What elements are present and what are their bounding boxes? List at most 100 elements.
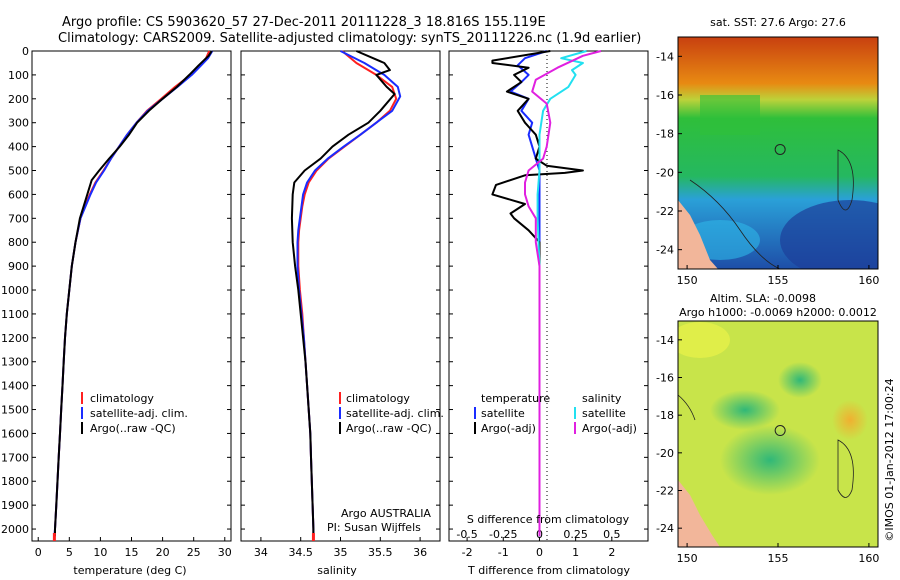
depth-tick-label: 900 (8, 260, 29, 273)
p2-x-tick-label: 35.5 (368, 546, 393, 559)
depth-tick-label: 1400 (1, 380, 29, 393)
depth-tick-label: 500 (8, 165, 29, 178)
difference-legend-temp-argo: Argo(-adj) (481, 422, 536, 435)
depth-tick-label: 1900 (1, 499, 29, 512)
pi-annotation: PI: Susan Wijffels (327, 521, 421, 534)
sst-contour-loop (837, 149, 854, 211)
depth-tick-label: 400 (8, 141, 29, 154)
float-program-annotation: Argo AUSTRALIA (341, 507, 431, 520)
salinity-legend-satellite: satellite-adj. clim. (346, 407, 444, 420)
map-y-tick-label: -22 (656, 205, 674, 218)
sla-heatmap (678, 321, 878, 547)
depth-tick-label: 1300 (1, 356, 29, 369)
difference-legend-temperature-title: temperature (481, 392, 550, 405)
depth-axis: 0 100 200 300 400 500 600 700 800 900 1000 1100 1200… (1, 45, 231, 536)
p3-x-tick-label: 0 (536, 546, 543, 559)
map-y-tick-label: -24 (656, 244, 674, 257)
map-y-tick-label: -20 (656, 166, 674, 179)
depth-tick-label: 1500 (1, 404, 29, 417)
salinity-x-axis: 34 34.5 35 35.5 36 (254, 537, 427, 559)
difference-profiles (491, 50, 602, 537)
p3-line-salinity-argo (524, 50, 602, 537)
map-y-tick-label: -14 (656, 50, 674, 63)
depth-tick-label: 200 (8, 93, 29, 106)
depth-tick-label: 1000 (1, 284, 29, 297)
map-x-tick-label: 150 (677, 274, 698, 287)
temperature-legend: climatology satellite-adj. clim. Argo(..… (81, 392, 188, 435)
salinity-legend: climatology satellite-adj. clim. Argo(..… (339, 392, 444, 435)
difference-legend-salinity-title: salinity (582, 392, 622, 405)
depth-tick-label: 800 (8, 236, 29, 249)
map-x-tick-label: 160 (858, 552, 879, 565)
p1-x-tick-label: 15 (125, 546, 139, 559)
p3-line-salinity-satellite (536, 50, 587, 537)
p3-x-tick-label: 2 (608, 546, 615, 559)
salinity-difference-tick-label: 0.25 (563, 528, 588, 541)
p2-x-tick-label: 36 (413, 546, 427, 559)
salinity-difference-xlabel: S difference from climatology (467, 513, 630, 526)
sla-map-panel: Altim. SLA: -0.0098 Argo h1000: -0.0069 … (656, 292, 879, 565)
salinity-panel: 34 34.5 35 35.5 36 salinity climatology sate… (240, 50, 444, 577)
salinity-difference-tick-label: -0.25 (489, 528, 517, 541)
map-y-tick-label: -16 (656, 89, 674, 102)
map-x-tick-label: 155 (768, 552, 789, 565)
salinity-legend-climatology: climatology (346, 392, 410, 405)
p2-line-argo (290, 50, 396, 537)
sst-cold-pool (780, 200, 878, 269)
temperature-axes-frame (31, 50, 232, 542)
depth-tick-label: 100 (8, 69, 29, 82)
p2-line-satellite (296, 50, 402, 537)
temperature-legend-satellite: satellite-adj. clim. (90, 407, 188, 420)
depth-tick-label: 1600 (1, 427, 29, 440)
map-y-tick-label: -24 (656, 522, 674, 535)
difference-x-axis: -2 -1 0 1 2 (462, 537, 615, 559)
salinity-depth-ticks (241, 50, 440, 530)
p1-x-tick-label: 25 (187, 546, 201, 559)
sst-map-panel: sat. SST: 27.6 Argo: 27.6 150 155 160 -14 -1… (656, 16, 879, 287)
p1-x-tick-label: 5 (66, 546, 73, 559)
temperature-xlabel: temperature (deg C) (73, 564, 186, 577)
p3-x-tick-label: -2 (462, 546, 473, 559)
sla-yellow-patch (678, 322, 730, 358)
map-y-tick-label: -16 (656, 372, 674, 385)
p1-line-argo (54, 50, 213, 537)
depth-tick-label: 1700 (1, 451, 29, 464)
imos-credit: ©IMOS 01-Jan-2012 17:00:24 (883, 378, 896, 541)
temperature-legend-climatology: climatology (90, 392, 154, 405)
p1-x-tick-label: 10 (93, 546, 107, 559)
depth-tick-label: 700 (8, 212, 29, 225)
sla-high (832, 400, 868, 440)
sla-low-1 (778, 362, 822, 398)
map-y-tick-label: -22 (656, 485, 674, 498)
depth-tick-label: 0 (22, 45, 29, 58)
difference-legend-sal-satellite: satellite (582, 407, 626, 420)
map-y-tick-label: -18 (656, 128, 674, 141)
difference-panel: -2 -1 0 1 2 -0.5 -0.25 0 0.25 0.5 T difference f… (448, 50, 649, 577)
depth-tick-label: 300 (8, 117, 29, 130)
temperature-difference-xlabel: T difference from climatology (467, 564, 630, 577)
sla-map-title: Altim. SLA: -0.0098 (710, 292, 816, 305)
p3-x-tick-label: -1 (498, 546, 509, 559)
salinity-difference-ticks: -0.5 -0.25 0 0.25 0.5 (456, 528, 620, 541)
salinity-profiles (290, 50, 402, 541)
map-x-tick-label: 160 (858, 274, 879, 287)
difference-legend-sal-argo: Argo(-adj) (582, 422, 637, 435)
depth-tick-label: 1800 (1, 475, 29, 488)
map-y-tick-label: -14 (656, 334, 674, 347)
difference-legend: temperature satellite Argo(-adj) salinit… (474, 392, 637, 435)
p1-x-tick-label: 20 (156, 546, 170, 559)
sla-contour-loop (837, 439, 854, 498)
p3-line-temperature-argo (491, 50, 584, 537)
sla-low-3 (720, 425, 820, 495)
depth-tick-label: 600 (8, 188, 29, 201)
sst-contour-line (689, 179, 781, 269)
sst-land (678, 200, 718, 269)
map-y-tick-label: -20 (656, 447, 674, 460)
p1-line-climatology (53, 50, 211, 542)
header-line1: Argo profile: CS 5903620_57 27-Dec-2011 … (62, 15, 546, 30)
p3-x-tick-label: 1 (572, 546, 579, 559)
p2-x-tick-label: 34.5 (288, 546, 313, 559)
depth-tick-label: 1200 (1, 332, 29, 345)
salinity-difference-tick-label: -0.5 (456, 528, 477, 541)
